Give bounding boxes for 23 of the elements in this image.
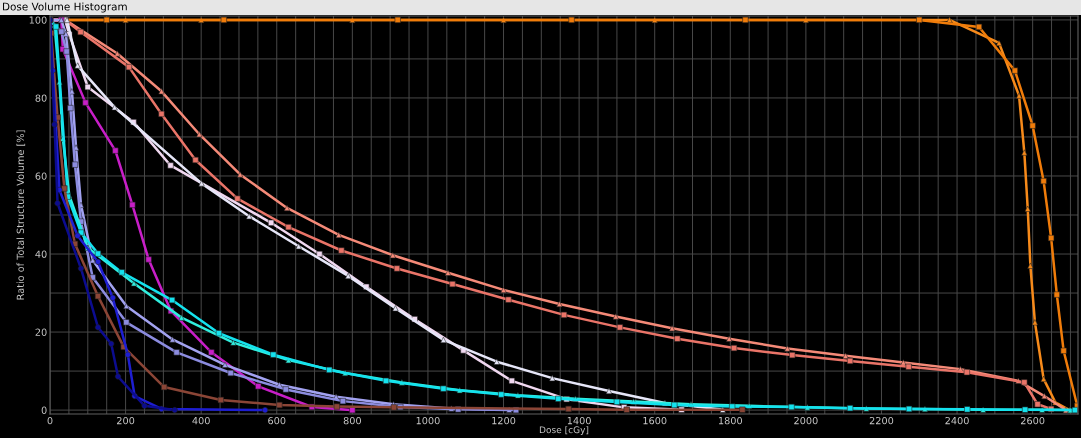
x-tick-label: 0 [47, 416, 53, 425]
y-tick-label: 100 [29, 16, 47, 24]
x-tick-label: 200 [117, 416, 135, 425]
y-axis-title: Ratio of Total Structure Volume [%] [16, 130, 26, 300]
x-tick-label: 2200 [869, 416, 894, 425]
y-tick-label: 80 [35, 94, 47, 102]
x-tick-label: 800 [343, 416, 361, 425]
x-tick-label: 400 [192, 416, 210, 425]
chart-title: Dose Volume Histogram [3, 2, 127, 13]
y-tick-label: 60 [35, 172, 47, 180]
y-tick-label: 0 [41, 406, 47, 414]
x-tick-label: 1400 [567, 416, 591, 425]
x-tick-label: 1000 [416, 416, 440, 425]
x-tick-label: 1600 [643, 416, 667, 425]
y-tick-label: 40 [35, 250, 47, 258]
x-tick-label: 600 [268, 416, 286, 425]
x-tick-label: 2600 [1020, 416, 1045, 425]
x-tick-label: 1200 [492, 416, 516, 425]
y-tick-label: 20 [35, 328, 47, 336]
x-tick-label: 2400 [945, 416, 969, 425]
x-tick-label: 2000 [794, 416, 818, 425]
x-axis-title: Dose [cGy] [539, 426, 589, 435]
x-tick-label: 1800 [718, 416, 743, 425]
